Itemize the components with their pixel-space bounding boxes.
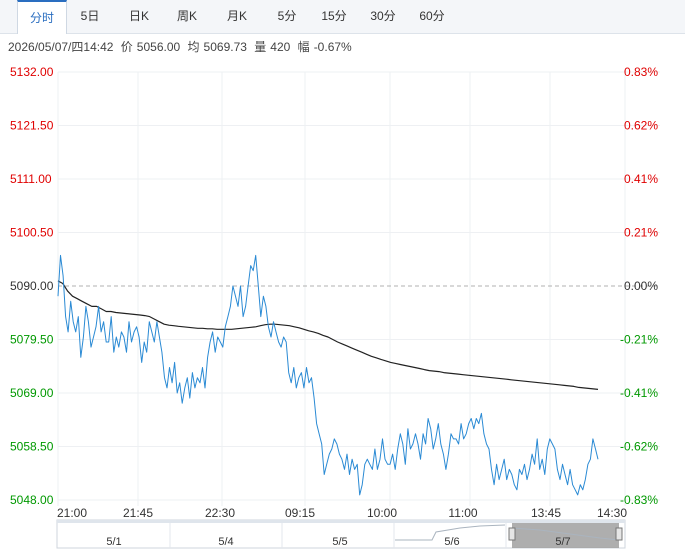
y-tick-label-1: 5121.50 — [10, 119, 54, 133]
tab-4[interactable]: 月K — [226, 9, 247, 23]
x-tick-label-7: 14:30 — [597, 506, 627, 520]
tab-5[interactable]: 5分 — [277, 9, 297, 23]
x-tick-label-5: 11:00 — [448, 506, 477, 520]
tab-7[interactable]: 30分 — [370, 9, 396, 23]
tab-3[interactable]: 周K — [176, 9, 197, 23]
avg-price-line — [57, 280, 599, 390]
tab-8[interactable]: 60分 — [419, 9, 445, 23]
y-tick-label-7: 5058.50 — [10, 440, 54, 454]
x-tick-label-0: 21:00 — [57, 506, 87, 520]
y-pct-label-7: -0.62% — [620, 440, 658, 454]
y-tick-label-3: 5100.50 — [10, 226, 54, 240]
navigator-handle-1 — [615, 527, 623, 541]
x-tick-label-6: 13:45 — [531, 506, 561, 520]
y-tick-label-5: 5079.50 — [10, 333, 54, 347]
x-tick-label-1: 21:45 — [123, 506, 153, 520]
price-value: 5056.00 — [136, 40, 181, 54]
y-pct-label-6: -0.41% — [620, 386, 658, 400]
tab-1[interactable]: 5日 — [80, 9, 100, 23]
change-label: 幅 — [297, 40, 310, 54]
x-tick-label-3: 09:15 — [285, 506, 315, 520]
avg-label: 均 — [187, 40, 200, 54]
price-line — [57, 254, 599, 496]
price-label: 价 — [120, 40, 133, 54]
volume-value: 420 — [270, 40, 291, 54]
navigator-label-2: 5/5 — [332, 536, 347, 548]
navigator-mini-line — [395, 524, 620, 541]
navigator-label-3: 5/6 — [444, 536, 459, 548]
navigator-handle-0 — [508, 527, 516, 541]
intraday-chart[interactable]: 5132.00 0.83% 5121.50 0.62% 5111.00 0.41% 5100… — [0, 60, 685, 553]
volume-label: 量 — [254, 40, 267, 54]
y-tick-label-8: 5048.00 — [10, 493, 54, 507]
x-tick-label-4: 10:00 — [367, 506, 397, 520]
navigator-label-0: 5/1 — [106, 536, 121, 548]
y-pct-label-0: 0.83% — [624, 65, 658, 79]
avg-value: 5069.73 — [203, 40, 247, 54]
y-tick-label-0: 5132.00 — [10, 65, 54, 79]
y-pct-label-3: 0.21% — [624, 226, 658, 240]
y-pct-label-8: -0.83% — [620, 493, 658, 507]
quote-info-bar: 2026/05/07/四14:42 价 5056.00 均 5069.73 量 420… — [8, 38, 356, 55]
tab-0[interactable]: 分时 — [17, 0, 67, 34]
navigator-selection — [512, 523, 619, 548]
navigator-top-bar — [57, 520, 625, 523]
y-pct-label-4: 0.00% — [624, 279, 658, 293]
y-tick-label-6: 5069.00 — [10, 386, 54, 400]
navigator-label-1: 5/4 — [218, 536, 233, 548]
change-value: -0.67% — [313, 40, 352, 54]
y-tick-label-4: 5090.00 — [10, 279, 54, 293]
x-tick-label-2: 22:30 — [205, 506, 235, 520]
period-tabs: 分时 5日 日K 周K 月K 5分 15分 30分 60分 — [0, 0, 685, 34]
quote-datetime: 2026/05/07/四14:42 — [8, 40, 114, 54]
y-pct-label-5: -0.21% — [620, 333, 658, 347]
tab-6[interactable]: 15分 — [321, 9, 347, 23]
y-pct-label-1: 0.62% — [624, 119, 658, 133]
y-tick-label-2: 5111.00 — [10, 172, 52, 186]
navigator-label-4: 5/7 — [555, 536, 570, 548]
y-pct-label-2: 0.41% — [624, 172, 658, 186]
tab-2[interactable]: 日K — [128, 9, 149, 23]
